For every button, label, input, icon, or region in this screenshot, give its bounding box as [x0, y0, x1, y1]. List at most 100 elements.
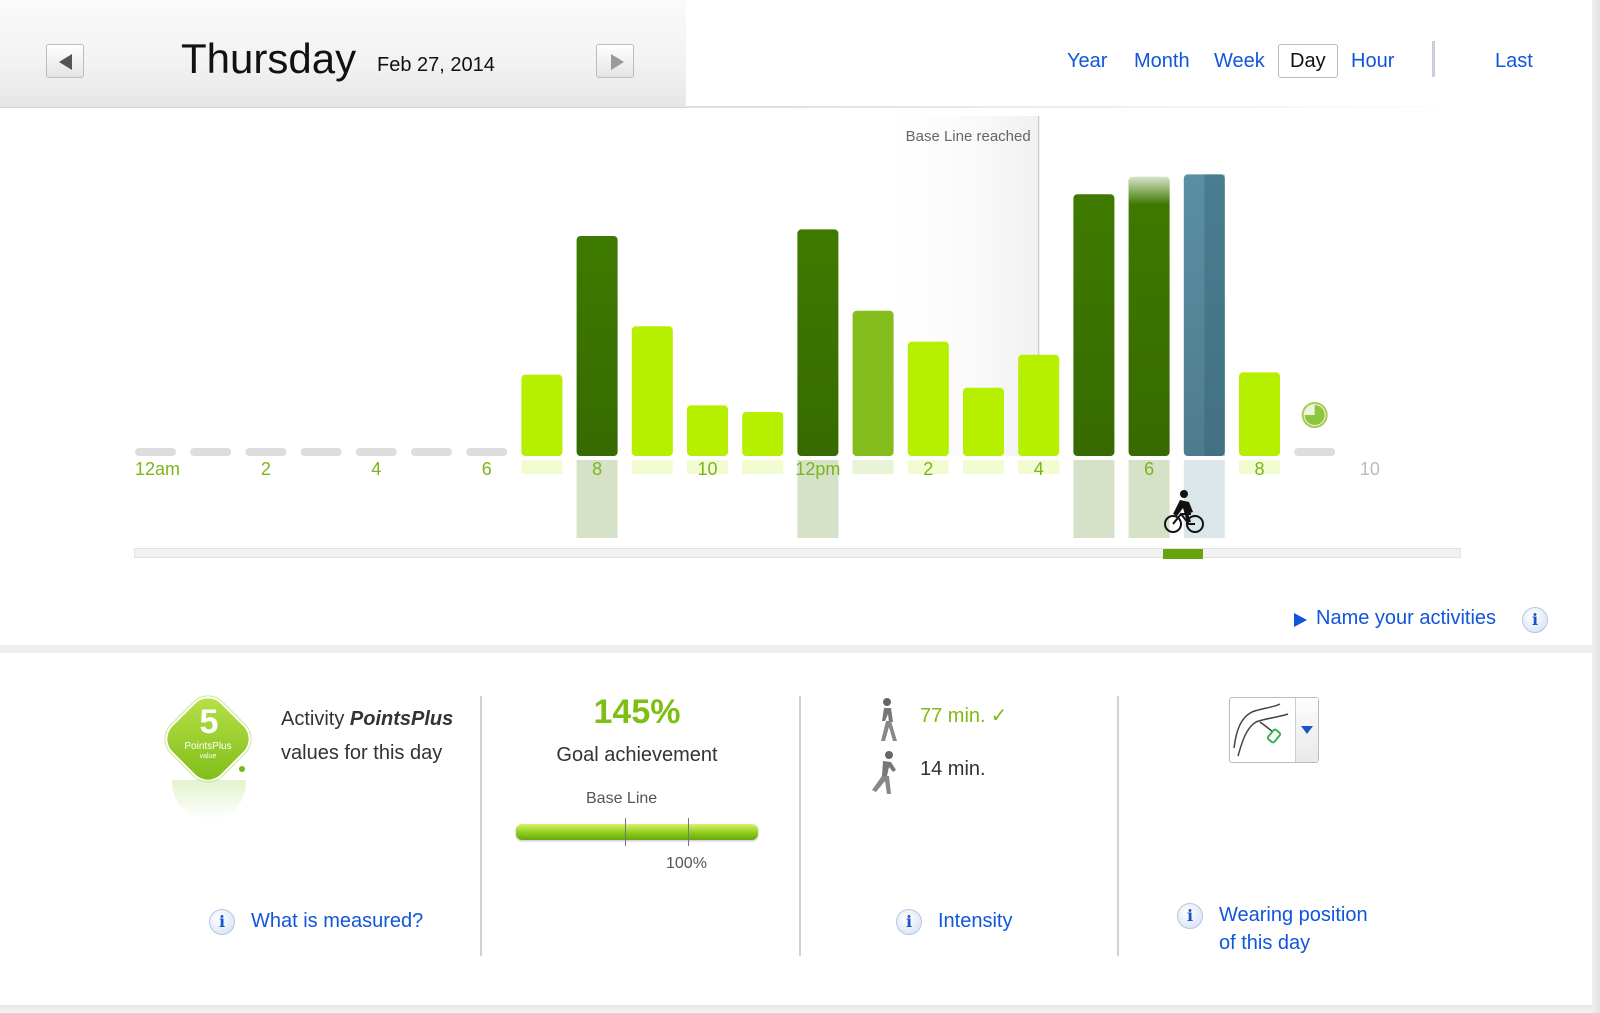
walking-icon — [881, 698, 897, 741]
hour-bar-reflection — [1018, 460, 1060, 474]
tab-week[interactable]: Week — [1214, 50, 1265, 72]
hundred-percent-label: 100% — [666, 855, 707, 872]
next-day-button[interactable] — [596, 44, 634, 78]
cycling-activity-icon[interactable] — [1163, 488, 1205, 548]
wearing-position-line1[interactable]: Wearing position — [1219, 904, 1368, 926]
x-tick-label: 4 — [1034, 459, 1044, 479]
hour-bar — [521, 374, 563, 456]
selected-bar-half — [1204, 174, 1225, 456]
hour-bar — [1294, 448, 1336, 456]
date-header — [0, 0, 686, 108]
hour-bar-reflection — [576, 460, 618, 538]
tab-hour[interactable]: Hour — [1351, 50, 1395, 72]
hour-bar-shade — [576, 236, 618, 456]
x-tick-label: 4 — [371, 459, 381, 479]
badge-dot — [239, 766, 245, 772]
running-icon — [872, 751, 896, 794]
hour-bar-shade — [1128, 176, 1170, 456]
hour-bar-reflection — [631, 460, 673, 474]
x-tick-label: 6 — [482, 459, 492, 479]
hour-bar — [466, 448, 508, 456]
hour-bar-shade — [1073, 194, 1115, 456]
points-description: Activity PointsPlus — [281, 708, 453, 731]
hundred-percent-tick — [687, 818, 689, 846]
intensity-link[interactable]: Intensity — [938, 910, 1013, 932]
hour-bar — [907, 341, 949, 456]
wearing-position-dropdown[interactable] — [1295, 698, 1318, 762]
goal-label: Goal achievement — [556, 744, 718, 766]
walk-minutes: 77 min. — [920, 705, 986, 727]
previous-day-button[interactable] — [46, 44, 84, 78]
timeline-scrollbar[interactable] — [134, 548, 1461, 558]
x-tick-label: 8 — [1254, 459, 1264, 479]
hour-bar-reflection — [1128, 460, 1170, 538]
hour-bar-reflection — [907, 460, 949, 474]
baseline-reached-label: Base Line reached — [906, 128, 1031, 145]
panel-divider — [480, 696, 482, 956]
hour-bar — [631, 326, 673, 456]
hour-bar-reflection — [1073, 460, 1115, 538]
tab-day[interactable]: Day — [1278, 44, 1338, 78]
hour-bar-reflection — [963, 460, 1004, 474]
tab-month[interactable]: Month — [1134, 50, 1190, 72]
run-minutes: 14 min. — [920, 758, 986, 780]
info-icon[interactable]: i — [209, 909, 235, 935]
arrow-left-icon — [59, 54, 72, 70]
x-tick-label: 12am — [135, 459, 180, 479]
chevron-down-icon — [1301, 726, 1313, 734]
x-tick-label: 2 — [261, 459, 271, 479]
baseline-label: Base Line — [586, 790, 658, 807]
day-title: Thursday — [181, 35, 357, 82]
check-icon: ✓ — [990, 705, 1008, 727]
hour-bar-shade — [1183, 174, 1225, 456]
hour-bar — [742, 412, 784, 456]
wearing-position-link: Wearing position of this day — [1219, 901, 1368, 957]
hour-bar — [411, 448, 452, 456]
x-tick-label: 10 — [1360, 459, 1380, 479]
hour-bar — [852, 310, 894, 456]
badge-sublabel: value — [199, 753, 217, 760]
panel-divider — [799, 696, 801, 956]
info-icon[interactable]: i — [1177, 903, 1203, 929]
panel-divider — [1117, 696, 1119, 956]
hour-bar — [963, 387, 1004, 456]
play-icon[interactable] — [1294, 613, 1307, 627]
walk-minutes-row: 77 min. ✓ — [920, 703, 1007, 728]
summary-panels — [0, 645, 1600, 1005]
x-tick-label: 12pm — [795, 459, 840, 479]
bottom-shadow — [0, 1005, 1600, 1013]
hour-bar — [355, 448, 397, 456]
right-edge-shadow — [1592, 0, 1600, 1013]
hour-bar-reflection — [852, 460, 894, 474]
date-label: Feb 27, 2014 — [377, 54, 495, 76]
wearing-position-line2[interactable]: of this day — [1219, 932, 1311, 954]
baseline-tick — [624, 818, 626, 846]
wearing-position-icon — [1233, 703, 1289, 757]
hour-bar — [245, 448, 287, 456]
hourly-activity-chart: Base Line reached 12am 2 4 6 8 10 12pm 2 4 6 8 10 — [135, 116, 1380, 538]
x-tick-label: 10 — [697, 459, 717, 479]
hour-bar-top-fade — [1128, 174, 1170, 205]
hour-bar — [687, 405, 728, 456]
hour-bar — [1239, 372, 1280, 456]
points-prefix: Activity — [281, 708, 350, 730]
hour-bar — [1018, 354, 1060, 456]
info-icon[interactable]: i — [896, 909, 922, 935]
info-icon[interactable]: i — [1522, 607, 1548, 633]
points-value: 5 — [199, 703, 219, 741]
last-button[interactable]: Last — [1495, 50, 1533, 72]
hour-bar — [190, 448, 232, 456]
points-description-line2: values for this day — [281, 742, 443, 764]
x-tick-label: 2 — [923, 459, 933, 479]
points-brand: PointsPlus — [349, 708, 454, 730]
tab-divider — [1432, 41, 1435, 77]
goal-progress-bar — [516, 824, 758, 840]
hour-bar-reflection — [1239, 460, 1280, 474]
hour-bar — [135, 448, 176, 456]
baseline-shade — [868, 116, 1039, 456]
goal-percent: 145% — [593, 693, 681, 731]
what-is-measured-link[interactable]: What is measured? — [251, 910, 424, 932]
tab-year[interactable]: Year — [1067, 50, 1108, 72]
timeline-scroll-thumb[interactable] — [1163, 549, 1203, 559]
name-activities-link[interactable]: Name your activities — [1316, 607, 1497, 629]
